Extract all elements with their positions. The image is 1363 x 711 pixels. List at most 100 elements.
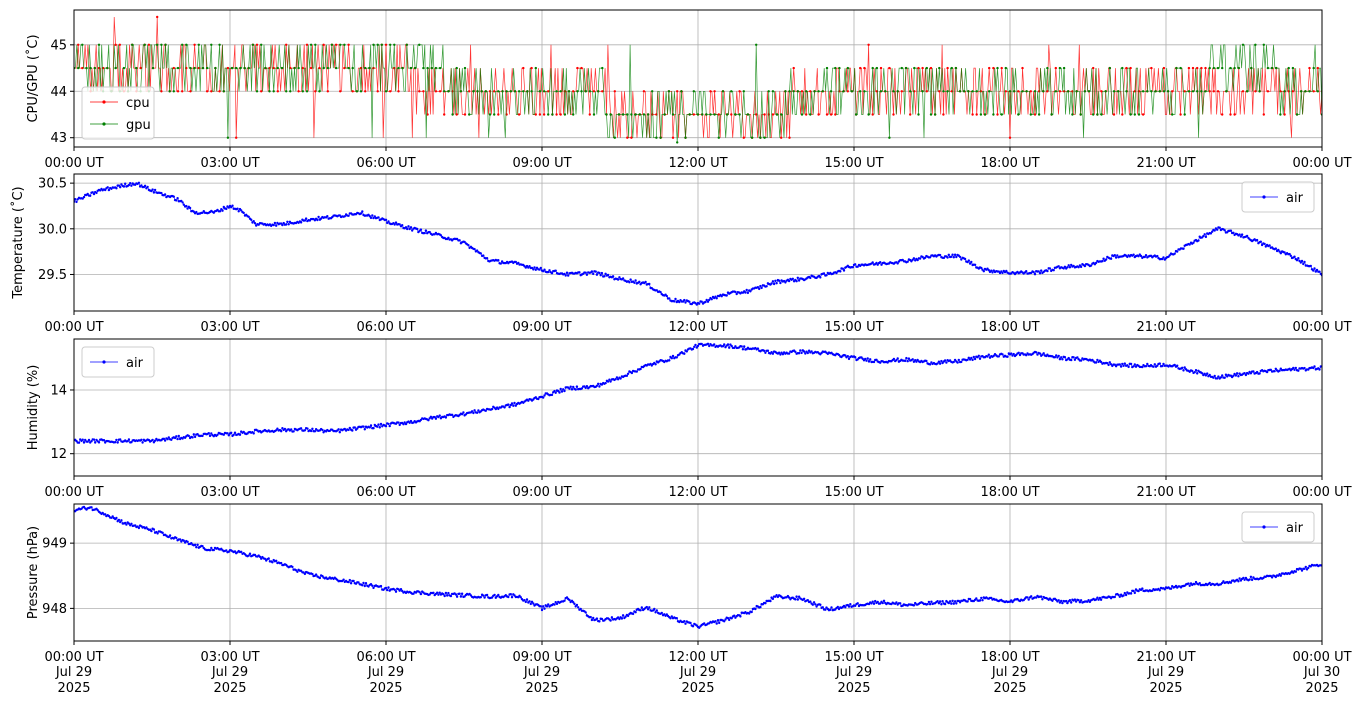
- data-point: [605, 113, 608, 116]
- data-point: [130, 184, 133, 187]
- x-tick-label: 00:00 UT: [44, 320, 103, 335]
- data-point: [1245, 234, 1249, 238]
- data-point: [1193, 583, 1196, 586]
- data-point: [1117, 593, 1120, 597]
- data-point: [1196, 372, 1199, 375]
- data-point: [942, 90, 945, 93]
- data-point: [609, 619, 612, 622]
- data-point: [1264, 245, 1268, 248]
- data-point: [1153, 363, 1157, 366]
- data-point: [550, 393, 554, 397]
- x-tick-label: 09:00 UT: [512, 485, 571, 500]
- data-point: [326, 215, 329, 218]
- data-point: [126, 440, 129, 443]
- legend-label: air: [1286, 191, 1304, 206]
- data-point: [1113, 254, 1117, 257]
- data-point: [398, 223, 401, 226]
- data-point: [854, 113, 858, 116]
- data-point: [654, 363, 657, 366]
- data-point: [275, 559, 278, 562]
- data-point: [81, 66, 84, 70]
- data-point: [485, 593, 489, 597]
- data-point: [247, 215, 250, 218]
- data-point: [720, 295, 723, 298]
- data-point: [1240, 233, 1244, 236]
- data-point: [730, 113, 733, 116]
- data-point: [653, 607, 656, 611]
- data-point: [1221, 374, 1224, 377]
- data-point: [733, 614, 736, 617]
- x-tick-label: 09:00 UT: [512, 156, 571, 171]
- data-point: [130, 522, 133, 525]
- data-point: [1243, 578, 1246, 581]
- data-point: [503, 406, 506, 409]
- data-point: [1216, 90, 1220, 93]
- data-point: [309, 43, 313, 46]
- data-point: [948, 600, 952, 603]
- data-point: [947, 253, 950, 256]
- data-point: [1241, 43, 1245, 46]
- data-point: [1026, 596, 1029, 599]
- data-point: [432, 591, 435, 594]
- data-point: [210, 432, 213, 435]
- data-point: [1041, 598, 1044, 601]
- data-point: [532, 268, 535, 271]
- data-point: [609, 113, 612, 116]
- data-point: [1193, 371, 1196, 374]
- data-point: [946, 66, 949, 70]
- data-point: [1021, 66, 1024, 70]
- data-point: [1087, 599, 1090, 602]
- grid-lines: [73, 504, 1323, 641]
- data-point: [237, 210, 240, 213]
- data-point: [975, 90, 978, 93]
- data-point: [771, 113, 775, 116]
- x-tick-label: 21:00 UT: [1136, 650, 1195, 665]
- data-point: [1104, 90, 1107, 93]
- data-point: [116, 441, 119, 444]
- data-point: [283, 427, 287, 431]
- data-point: [161, 531, 164, 534]
- data-point: [900, 66, 903, 70]
- data-point: [1309, 264, 1313, 268]
- data-point: [563, 599, 566, 602]
- data-point: [950, 255, 953, 258]
- data-point: [95, 191, 98, 195]
- data-point: [575, 385, 579, 388]
- data-point: [1202, 234, 1205, 238]
- data-point: [276, 427, 279, 430]
- data-point: [1318, 368, 1321, 371]
- data-point: [937, 602, 941, 605]
- data-point: [371, 214, 374, 217]
- data-point: [1232, 231, 1235, 234]
- data-point: [967, 90, 970, 93]
- data-point: [1203, 233, 1206, 236]
- data-point: [1144, 254, 1148, 257]
- data-point: [866, 357, 869, 360]
- data-point: [721, 90, 725, 93]
- data-point: [233, 550, 237, 553]
- data-point: [1058, 66, 1062, 70]
- data-point: [384, 218, 388, 221]
- data-point: [849, 603, 852, 606]
- data-point: [1183, 90, 1186, 93]
- data-point: [371, 584, 374, 587]
- data-point: [1187, 66, 1191, 70]
- data-point: [726, 617, 730, 620]
- series-air-2: [74, 181, 1322, 306]
- data-point: [387, 422, 390, 426]
- data-point: [247, 554, 250, 557]
- data-point: [130, 441, 133, 444]
- data-point: [473, 248, 476, 251]
- data-point: [1070, 358, 1073, 362]
- x-tick-label: 12:00 UT: [668, 650, 727, 665]
- data-point: [437, 593, 440, 596]
- data-point: [1100, 113, 1103, 116]
- data-point: [1137, 255, 1140, 258]
- data-point: [780, 113, 783, 116]
- data-point: [508, 405, 511, 409]
- data-point: [615, 376, 619, 379]
- data-point: [1255, 370, 1259, 374]
- y-axis-label: Temperature (˚C): [10, 186, 26, 299]
- data-point: [153, 188, 157, 192]
- data-point: [467, 244, 470, 247]
